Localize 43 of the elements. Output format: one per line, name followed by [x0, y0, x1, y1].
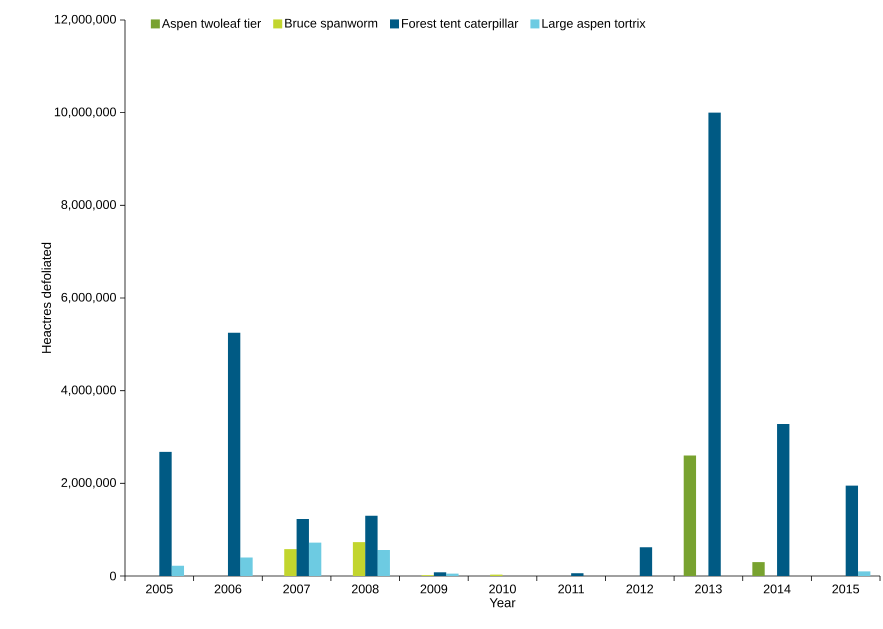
x-tick-label: 2008	[352, 584, 379, 594]
legend-label: Bruce spanworm	[285, 18, 378, 30]
bar	[752, 562, 765, 576]
bar	[378, 550, 390, 576]
legend-label: Large aspen tortrix	[542, 18, 646, 30]
y-tick-label: 6,000,000	[61, 292, 116, 304]
bar	[708, 112, 721, 576]
x-axis-title: Year	[490, 598, 516, 608]
bar	[159, 452, 172, 576]
legend-label: Forest tent caterpillar	[402, 18, 518, 30]
x-tick-label: 2006	[214, 584, 242, 594]
bar	[434, 572, 446, 576]
x-tick-label: 2005	[146, 584, 173, 594]
bar	[284, 549, 297, 576]
y-tick-label: 10,000,000	[54, 108, 116, 118]
bar	[777, 424, 790, 576]
x-tick-label: 2007	[283, 584, 310, 594]
bar	[846, 486, 858, 576]
y-tick-label: 12,000,000	[54, 14, 116, 26]
bar	[228, 332, 240, 576]
y-axis-title: Heactres defoliated	[41, 242, 52, 353]
bar	[571, 573, 584, 576]
y-tick-label: 0	[110, 572, 116, 580]
x-tick-label: 2009	[420, 584, 448, 594]
legend-label: Aspen twoleaf tier	[162, 18, 261, 30]
bar	[684, 456, 696, 576]
bar	[858, 571, 870, 576]
bar	[365, 516, 378, 576]
x-tick-label: 2013	[695, 584, 722, 594]
bar	[308, 542, 322, 576]
bar	[172, 566, 184, 576]
x-tick-label: 2011	[558, 584, 584, 594]
bar	[296, 519, 309, 576]
y-tick-label: 4,000,000	[61, 386, 116, 396]
y-tick-label: 8,000,000	[61, 200, 116, 210]
x-tick-label: 2010	[489, 584, 516, 594]
bar	[352, 542, 366, 576]
x-tick-label: 2014	[764, 584, 791, 594]
x-tick-label: 2015	[832, 584, 860, 594]
bar	[240, 557, 253, 576]
x-tick-label: 2012	[626, 584, 654, 594]
y-tick-label: 2,000,000	[61, 478, 116, 488]
bar	[640, 547, 652, 576]
